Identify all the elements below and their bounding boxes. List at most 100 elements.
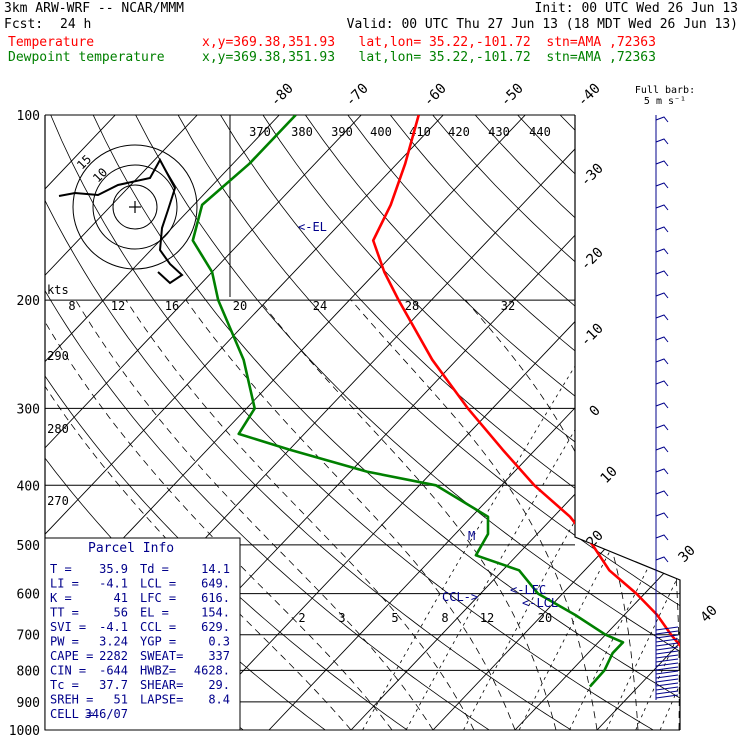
isotherm-line — [350, 115, 680, 730]
parcel-param-name: CAPE = — [50, 649, 93, 663]
parcel-param-value: 4628. — [194, 664, 230, 678]
isotherm-line — [45, 115, 280, 730]
isotherm-label: -70 — [343, 81, 372, 110]
parcel-param-name: CCL = — [140, 620, 176, 634]
moist-adiabat-line — [715, 300, 733, 730]
parcel-param-name: TT = — [50, 606, 79, 620]
dry-adiabat-line — [687, 115, 740, 730]
wind-barb — [655, 662, 679, 667]
parcel-param-value: 2282 — [99, 649, 128, 663]
wind-barb — [655, 248, 669, 255]
parcel-param-value: 337 — [208, 649, 230, 663]
parcel-info-panel — [44, 537, 241, 731]
pressure-tick-label: 400 — [17, 479, 40, 494]
parcel-param-name: LAPSE= — [140, 693, 183, 707]
legend-dewpoint-location: x,y=369.38,351.93 lat,lon= 35.22,-101.72… — [202, 50, 656, 65]
mixing-ratio-line — [699, 300, 740, 730]
legend-temperature-name: Temperature — [8, 35, 95, 50]
wind-barb — [655, 670, 679, 675]
wind-legend-title: Full barb: — [635, 85, 695, 96]
wind-barb — [655, 270, 669, 277]
init-time: Init: 00 UTC Wed 26 Jun 13 — [534, 1, 739, 16]
wind-barb — [655, 626, 679, 631]
isotherm-label: 30 — [676, 543, 699, 566]
dry-adiabat-line — [50, 115, 654, 730]
wind-barb — [655, 402, 669, 409]
isotherm-line — [596, 115, 680, 730]
wind-barb — [655, 424, 669, 431]
mixing-ratio-line — [362, 299, 616, 730]
dry-adiabat-line — [45, 115, 572, 730]
hodograph-ring — [92, 164, 178, 250]
parcel-info-box: Parcel Info T = 35.9 Td = 14.1 LI = -4.1 LCL = 6… — [44, 537, 241, 731]
wind-barb — [655, 336, 669, 343]
parcel-param-value: 41 — [114, 591, 128, 605]
wind-barb — [655, 182, 669, 189]
dry-adiabat-line — [305, 115, 680, 730]
wind-legend-value: 5 m s⁻¹ — [644, 96, 686, 107]
dry-adiabat-label: 440 — [529, 125, 551, 139]
legend-temperature-location: x,y=369.38,351.93 lat,lon= 35.22,-101.72… — [202, 35, 656, 50]
parcel-param-name: K = — [50, 591, 72, 605]
wind-barb — [655, 204, 669, 211]
wind-barb — [655, 646, 679, 651]
parcel-param-name: CELL = — [50, 707, 93, 721]
moist-adiabat-line — [45, 299, 352, 730]
wind-barb — [655, 694, 679, 699]
wind-barb — [655, 380, 669, 387]
parcel-param-value: 629. — [201, 620, 230, 634]
hodograph-units: kts — [47, 283, 69, 297]
dry-adiabat-line — [45, 115, 490, 730]
wind-barb — [655, 638, 679, 643]
isotherm-label: -60 — [421, 81, 450, 110]
isotherm-label: -80 — [268, 81, 297, 110]
parcel-param-value: 616. — [201, 591, 230, 605]
dry-adiabat-label: 380 — [291, 125, 313, 139]
wind-barb — [655, 468, 669, 475]
pressure-tick-label: 600 — [17, 588, 40, 603]
hodograph-ring-label: 10 — [90, 165, 110, 185]
parcel-param-name: SREH = — [50, 693, 93, 707]
dry-adiabat-line — [474, 115, 680, 730]
mixing-ratio-label: 5 — [391, 611, 398, 625]
parcel-param-value: 3.24 — [99, 635, 128, 649]
wind-barb — [655, 490, 669, 497]
dry-adiabat-label: 430 — [488, 125, 510, 139]
pressure-tick-label: 200 — [17, 294, 40, 309]
lfc-marker: <-LFC — [510, 583, 546, 597]
wind-barbs: Full barb:5 m s⁻¹ — [635, 85, 695, 700]
mixing-ratio-line — [405, 299, 653, 730]
mixing-ratio-label: 28 — [405, 299, 419, 313]
mixed-layer-marker: M — [468, 529, 475, 543]
legend-dewpoint-name: Dewpoint temperature — [8, 50, 165, 65]
dry-adiabat-line — [135, 115, 680, 730]
model-title: 3km ARW-WRF -- NCAR/MMM — [4, 1, 185, 16]
mixing-ratio-label: 32 — [501, 299, 515, 313]
level-annotations: <-EL <-LFC<-LCL CCL-> M — [298, 220, 558, 610]
parcel-param-name: EL = — [140, 606, 169, 620]
wind-barb — [655, 678, 679, 683]
wind-barb — [655, 634, 679, 639]
dry-adiabat-line — [389, 115, 680, 730]
dry-adiabat-label: 370 — [249, 125, 271, 139]
parcel-param-value: 346/07 — [85, 707, 128, 721]
dry-adiabat-label: 290 — [47, 349, 69, 363]
moist-adiabat-line — [595, 299, 680, 730]
pressure-tick-label: 500 — [17, 539, 40, 554]
wind-barb — [655, 512, 669, 519]
mixing-ratio-label: 8 — [68, 299, 75, 313]
dry-adiabat-line — [517, 115, 680, 730]
mixing-ratio-label: 20 — [233, 299, 247, 313]
dry-adiabat-label: 420 — [448, 125, 470, 139]
parcel-param-value: 35.9 — [99, 562, 128, 576]
wind-barb — [655, 314, 669, 321]
isotherm-label: 10 — [598, 464, 621, 487]
mixing-ratio-label: 2 — [298, 611, 305, 625]
parcel-param-name: SVI = — [50, 620, 86, 634]
parcel-param-value: 649. — [201, 577, 230, 591]
dry-adiabat-label: 270 — [47, 494, 69, 508]
wind-barb — [655, 682, 679, 687]
mixing-ratio-label: 20 — [538, 611, 552, 625]
parcel-param-value: -4.1 — [99, 577, 128, 591]
mixing-ratio-label: 12 — [111, 299, 125, 313]
